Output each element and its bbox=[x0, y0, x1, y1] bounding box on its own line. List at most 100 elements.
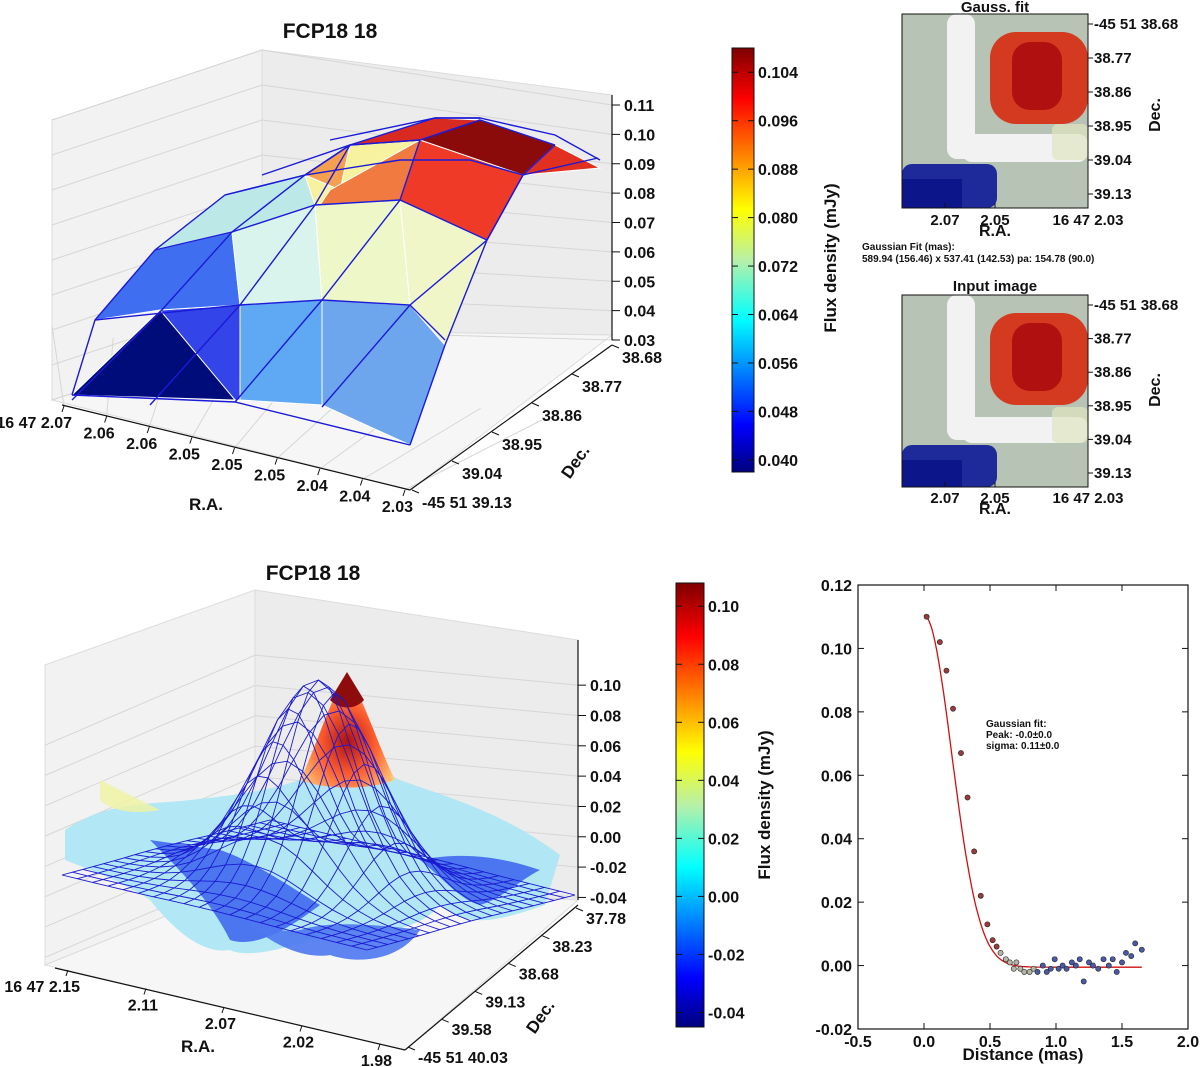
x-tick-label: 2.0 bbox=[1177, 1034, 1199, 1051]
y-tick-label: 38.95 bbox=[502, 437, 542, 454]
fit-annotation-line1: Gaussian fit: bbox=[986, 719, 1047, 730]
x-tick-label: 2.11 bbox=[128, 998, 158, 1015]
x-axis-ticks: 16 47 2.15 2.11 2.07 2.02 1.98 bbox=[4, 969, 392, 1067]
data-point bbox=[1034, 969, 1041, 975]
x-tick-label: 2.04 bbox=[297, 478, 328, 495]
wire-line bbox=[71, 394, 411, 446]
wire-line bbox=[154, 199, 488, 251]
data-point bbox=[1095, 965, 1102, 972]
wire-line bbox=[207, 779, 513, 912]
x-tick-label: 2.06 bbox=[83, 426, 114, 443]
x-tick-mark bbox=[104, 416, 108, 423]
surface-body bbox=[65, 672, 560, 954]
colorbar-tick-label: 0.104 bbox=[758, 65, 798, 82]
y-tick-mark bbox=[611, 344, 620, 349]
y-tick-mark bbox=[575, 907, 584, 912]
z-tick-label: 0.05 bbox=[624, 274, 655, 291]
z-axis-ticks: -0.04 -0.02 0.00 0.02 0.04 0.06 0.08 0.10 bbox=[578, 678, 627, 907]
y-tick-mark bbox=[491, 431, 500, 436]
x-tick-label: 2.07 bbox=[930, 490, 959, 507]
data-point bbox=[1017, 965, 1024, 972]
y-tick-mark bbox=[451, 460, 460, 465]
data-point bbox=[977, 892, 984, 899]
wire-line bbox=[94, 299, 446, 341]
z-tick-label: 0.06 bbox=[590, 739, 621, 756]
x-tick-label: 16 47 2.03 bbox=[1053, 490, 1124, 507]
colorbar-label: Flux density (mJy) bbox=[821, 183, 840, 332]
x-axis-label: R.A. bbox=[979, 501, 1011, 518]
data-point bbox=[1013, 959, 1020, 966]
x-tick-label: 0.0 bbox=[913, 1034, 935, 1051]
y-tick-mark bbox=[411, 489, 420, 494]
z-tick-label: 0.10 bbox=[624, 127, 655, 144]
data-point bbox=[1100, 956, 1107, 963]
x-tick-label: 2.02 bbox=[283, 1035, 314, 1052]
z-tick-label: 0.04 bbox=[590, 769, 621, 786]
x-tick-label: 2.05 bbox=[254, 468, 285, 485]
data-point bbox=[993, 943, 1000, 950]
wire-line bbox=[244, 723, 454, 920]
data-point bbox=[984, 921, 991, 928]
z-tick-label: 0.06 bbox=[624, 245, 655, 262]
x-tick-mark bbox=[317, 468, 321, 476]
y-tick-label: 0.06 bbox=[821, 768, 852, 785]
data-point bbox=[989, 937, 996, 944]
colorbar-tick-label: 0.064 bbox=[758, 308, 798, 325]
y-tick-label: -45 51 38.68 bbox=[1094, 16, 1178, 33]
colorbar-ticks: 0.10 0.08 0.06 0.04 0.02 0.00 -0.02 -0.04 bbox=[676, 599, 745, 1022]
data-point bbox=[923, 613, 930, 620]
data-point bbox=[958, 750, 964, 756]
colorbar-tick-label: 0.040 bbox=[758, 453, 798, 470]
x-tick-label: 2.05 bbox=[169, 447, 200, 464]
x-tick-label: 1.5 bbox=[1111, 1034, 1133, 1051]
z-tick-label: -0.02 bbox=[590, 860, 627, 877]
data-point bbox=[1072, 962, 1079, 969]
colorbar-tick-label: -0.02 bbox=[708, 947, 745, 964]
x-tick-label: 2.07 bbox=[205, 1016, 236, 1033]
colorbar-label: Flux density (mJy) bbox=[755, 730, 774, 879]
y-tick-label: 39.04 bbox=[1094, 152, 1132, 169]
colorbar bbox=[731, 47, 755, 473]
y-tick-label: 39.13 bbox=[485, 994, 525, 1011]
data-point bbox=[1021, 969, 1028, 975]
x-tick-label: 16 47 2.03 bbox=[1053, 212, 1124, 229]
wire-line bbox=[259, 822, 565, 899]
colorbar-tick-label: 0.072 bbox=[758, 259, 798, 276]
data-point bbox=[1055, 965, 1062, 972]
data-point bbox=[964, 794, 971, 801]
z-tick-label: 0.08 bbox=[590, 708, 621, 725]
wire-line bbox=[217, 809, 524, 909]
y-axis-label: Dec. bbox=[1147, 98, 1164, 132]
x-axis-label: R.A. bbox=[189, 495, 223, 514]
z-tick-label: 0.04 bbox=[624, 304, 655, 321]
data-point bbox=[1026, 969, 1033, 975]
y-tick-label: 39.58 bbox=[452, 1022, 492, 1039]
chart-title: FCP18 18 bbox=[283, 20, 378, 43]
surface-bump bbox=[100, 780, 160, 812]
x-tick-mark bbox=[359, 479, 363, 486]
x-tick-label: 2.03 bbox=[382, 499, 413, 516]
y-axis-label: Dec. bbox=[1147, 373, 1164, 407]
x-tick-mark bbox=[61, 405, 65, 413]
x-tick-label: 2.05 bbox=[980, 490, 1009, 507]
y-axis-label: Dec. bbox=[522, 997, 558, 1037]
data-point bbox=[1059, 962, 1066, 969]
y-tick-label: 38.86 bbox=[542, 408, 582, 425]
y-tick-label: 38.95 bbox=[1094, 118, 1132, 135]
data-point bbox=[936, 639, 943, 645]
colorbar-ticks: 0.104 0.096 0.088 0.080 0.072 0.064 0.056 0.048… bbox=[732, 65, 798, 470]
surface-wireframe bbox=[61, 679, 576, 951]
axis-ticks: -0.5 0.0 0.5 1.0 1.5 2.0 -0.02 0.00 0.02 0.04 0.06… bbox=[816, 578, 1200, 1051]
x-tick-label: -0.5 bbox=[844, 1034, 872, 1051]
y-tick-label: 38.68 bbox=[519, 967, 559, 984]
z-axis-ticks: 0.03 0.04 0.05 0.06 0.07 0.08 0.09 0.10 0.11 bbox=[612, 98, 655, 350]
x-tick-label: 1.0 bbox=[1045, 1034, 1067, 1051]
y-tick-label: 0.10 bbox=[821, 641, 852, 658]
data-point bbox=[1051, 956, 1058, 963]
x-axis-ticks: 16 47 2.07 2.06 2.06 2.05 2.05 2.05 2.04 2.04 2.… bbox=[0, 405, 413, 516]
fit-annotation-line2: 589.94 (156.46) x 537.41 (142.53) pa: 15… bbox=[862, 254, 1094, 265]
y-tick-label: -45 51 38.68 bbox=[1094, 297, 1178, 314]
data-point bbox=[1076, 956, 1083, 963]
data-point bbox=[1113, 969, 1120, 975]
